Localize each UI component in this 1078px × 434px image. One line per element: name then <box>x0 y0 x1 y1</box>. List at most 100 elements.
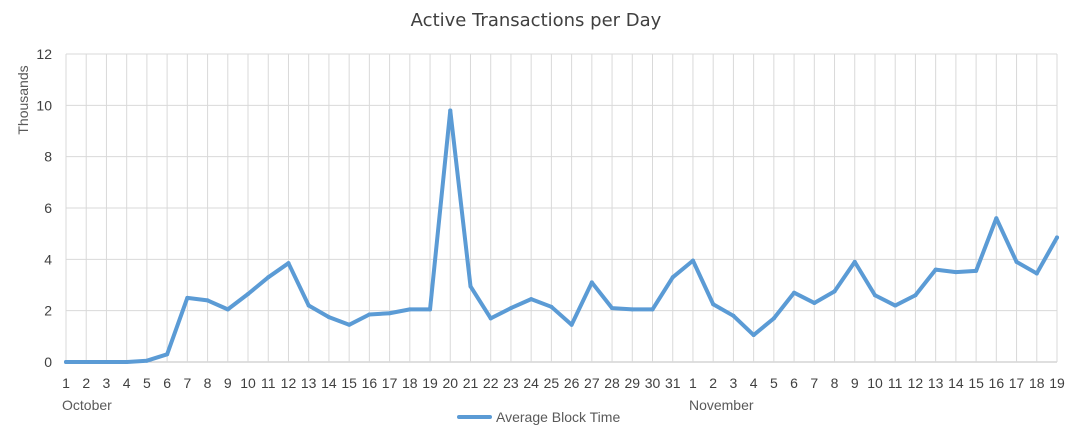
x-tick-label: 18 <box>1029 375 1045 391</box>
y-axis-title: Thousands <box>15 65 31 134</box>
x-tick-label: 2 <box>82 375 90 391</box>
data-point <box>286 261 291 266</box>
x-tick-label: 7 <box>810 375 818 391</box>
chart-title: Active Transactions per Day <box>411 10 662 31</box>
data-point <box>124 360 129 364</box>
data-point <box>144 358 149 363</box>
data-point <box>711 302 716 307</box>
x-tick-label: 5 <box>770 375 778 391</box>
x-tick-label: 3 <box>730 375 738 391</box>
x-tick-label: 1 <box>62 375 70 391</box>
x-tick-label: 10 <box>240 375 256 391</box>
data-point <box>771 316 776 321</box>
data-point <box>953 270 958 275</box>
month-label: October <box>62 397 112 413</box>
data-point <box>165 352 170 357</box>
data-point <box>64 360 68 364</box>
x-tick-label: 21 <box>463 375 479 391</box>
x-tick-label: 9 <box>224 375 232 391</box>
data-point <box>205 298 210 303</box>
data-point <box>326 315 331 320</box>
x-tick-label: 6 <box>790 375 798 391</box>
data-point <box>913 293 918 298</box>
x-tick-label: 1 <box>689 375 697 391</box>
data-point <box>407 307 412 312</box>
x-tick-label: 18 <box>402 375 418 391</box>
data-point <box>974 268 979 273</box>
x-tick-label: 16 <box>362 375 378 391</box>
data-point <box>468 284 473 289</box>
x-tick-label: 13 <box>301 375 317 391</box>
month-label: November <box>689 397 754 413</box>
data-point <box>893 303 898 308</box>
data-point <box>1055 235 1059 240</box>
data-point <box>872 293 877 298</box>
data-point <box>367 312 372 317</box>
data-point <box>448 108 453 113</box>
data-point <box>852 259 857 264</box>
data-point <box>792 290 797 295</box>
x-tick-label: 17 <box>1009 375 1025 391</box>
x-tick-label: 7 <box>183 375 191 391</box>
month-group-labels: October November <box>62 397 754 413</box>
x-tick-label: 6 <box>163 375 171 391</box>
data-point <box>266 275 271 280</box>
x-tick-label: 15 <box>341 375 357 391</box>
data-point <box>387 311 392 316</box>
x-tick-label: 4 <box>750 375 758 391</box>
data-point <box>185 295 190 300</box>
x-tick-label: 19 <box>1049 375 1065 391</box>
x-tick-label: 2 <box>709 375 717 391</box>
x-tick-label: 29 <box>624 375 640 391</box>
data-point <box>569 322 574 327</box>
y-tick-label: 2 <box>44 303 52 319</box>
x-tick-label: 28 <box>604 375 620 391</box>
x-tick-label: 22 <box>483 375 499 391</box>
x-tick-label: 8 <box>204 375 212 391</box>
series-lines <box>64 108 1059 364</box>
data-point <box>589 280 594 285</box>
legend-label: Average Block Time <box>496 409 620 425</box>
data-point <box>347 322 352 327</box>
x-tick-label: 12 <box>908 375 924 391</box>
data-point <box>84 360 89 364</box>
data-point <box>549 304 554 309</box>
data-point <box>690 258 695 263</box>
x-tick-label: 31 <box>665 375 681 391</box>
x-tick-label: 5 <box>143 375 151 391</box>
x-tick-label: 11 <box>888 375 903 391</box>
y-tick-label: 10 <box>36 97 52 113</box>
data-point <box>630 307 635 312</box>
x-tick-label: 17 <box>382 375 398 391</box>
x-tick-label: 15 <box>968 375 984 391</box>
legend: Average Block Time <box>457 409 620 425</box>
x-tick-label: 8 <box>831 375 839 391</box>
gridlines <box>65 53 1058 363</box>
x-tick-label: 30 <box>645 375 661 391</box>
y-axis-ticks: 0 2 4 6 8 10 12 <box>36 46 52 370</box>
data-point <box>1034 271 1039 276</box>
x-tick-label: 14 <box>321 375 337 391</box>
y-tick-label: 4 <box>44 251 52 267</box>
data-point <box>529 297 534 302</box>
data-point <box>650 307 655 312</box>
x-tick-label: 19 <box>422 375 438 391</box>
x-tick-label: 24 <box>523 375 539 391</box>
data-point <box>670 275 675 280</box>
data-point <box>731 313 736 318</box>
data-point <box>246 291 251 296</box>
y-tick-label: 0 <box>44 354 52 370</box>
series-line <box>64 108 1059 364</box>
data-point <box>933 267 938 272</box>
data-point <box>751 333 756 338</box>
x-tick-label: 26 <box>564 375 580 391</box>
data-point <box>832 289 837 294</box>
x-tick-label: 25 <box>544 375 560 391</box>
x-tick-label: 13 <box>928 375 944 391</box>
x-tick-label: 12 <box>281 375 297 391</box>
data-point <box>104 360 109 364</box>
data-point <box>488 316 493 321</box>
data-point <box>812 300 817 305</box>
data-point <box>508 306 513 311</box>
